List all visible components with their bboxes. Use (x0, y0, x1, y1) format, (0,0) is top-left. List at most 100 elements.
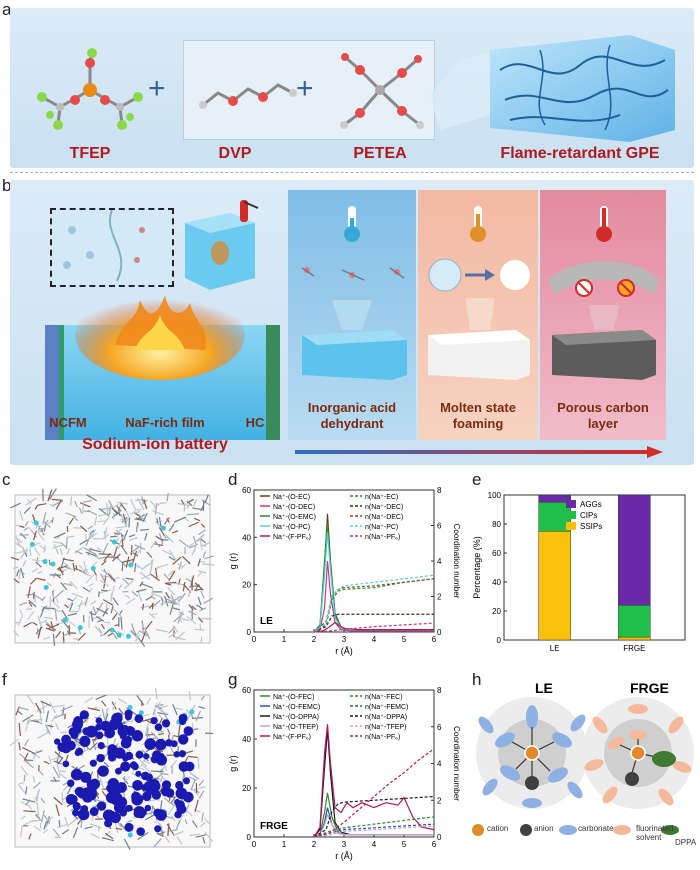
md-bond (47, 724, 54, 728)
md-bond (193, 543, 197, 553)
md-bond (10, 556, 20, 561)
md-bond (100, 623, 105, 630)
polymer-bead (68, 794, 78, 805)
md-bond (62, 632, 70, 637)
md-bond (103, 568, 108, 575)
md-bond (20, 801, 31, 807)
md-bond (177, 563, 183, 568)
tfep-label: TFEP (69, 145, 111, 162)
md-bond (53, 543, 60, 555)
series-line (313, 792, 434, 838)
polymer-bead (132, 779, 143, 791)
md-bond (159, 601, 169, 605)
md-bond (186, 810, 193, 817)
polymer-bead (111, 723, 119, 731)
md-bond (119, 502, 127, 511)
md-bond (17, 615, 23, 626)
md-bond (194, 628, 205, 631)
y-tick-label: 40 (242, 735, 251, 744)
md-bond (33, 530, 37, 541)
polymer-bead (77, 788, 88, 799)
md-bond (97, 520, 106, 523)
md-bond (13, 566, 19, 570)
md-bond (71, 592, 84, 599)
mechanism-label-1: Inorganic acid dehydrant (307, 400, 397, 431)
md-bond (18, 781, 25, 785)
md-bond (79, 525, 88, 533)
md-bond (17, 710, 23, 716)
md-bond (159, 775, 164, 782)
md-bond (118, 707, 124, 715)
md-bond (68, 596, 78, 607)
md-bond (99, 777, 105, 788)
md-bond (135, 634, 141, 642)
tfep-molecule (37, 48, 143, 130)
md-bond (33, 825, 41, 832)
md-bond (19, 525, 25, 528)
md-bond (87, 707, 100, 712)
polymer-bead (140, 771, 150, 781)
bar-segment (618, 604, 651, 638)
md-bond (21, 546, 28, 555)
md-bond (28, 526, 34, 533)
md-bond (154, 540, 161, 548)
polymer-bead (96, 754, 105, 763)
md-bond (92, 615, 101, 620)
md-bond (172, 556, 182, 566)
md-bond (59, 547, 64, 556)
md-bond (131, 623, 135, 631)
polymer-bead (165, 739, 173, 747)
md-bond (144, 723, 149, 736)
panel-c-label: c (2, 470, 11, 489)
md-bond (23, 527, 29, 531)
md-bond (142, 718, 151, 722)
md-bond (168, 523, 175, 532)
md-bond (115, 529, 127, 538)
temperature-gradient-arrow (295, 446, 663, 458)
md-bond (125, 577, 134, 580)
md-bond (65, 512, 77, 518)
md-bond (87, 509, 98, 516)
md-bond (102, 515, 111, 525)
md-bond (51, 498, 63, 501)
md-bond (48, 755, 52, 764)
md-bond (195, 834, 206, 838)
md-bond (36, 802, 40, 816)
md-bond (33, 547, 41, 557)
fire-extinguisher-icon (185, 200, 259, 290)
md-bond (48, 517, 55, 524)
y-tick-label: 0 (247, 628, 252, 637)
md-bond (105, 707, 109, 715)
md-bond (157, 712, 169, 716)
md-bond (141, 627, 146, 634)
polymer-bead (107, 778, 120, 790)
thermometer-cool-icon (344, 206, 360, 242)
polymer-bead (144, 738, 157, 750)
polymer-bead (66, 779, 75, 787)
md-bond (84, 825, 93, 830)
md-bond (121, 563, 124, 572)
md-bond (47, 489, 53, 502)
x-tick-label: 2 (312, 635, 317, 644)
md-bond (24, 738, 30, 746)
md-bond (90, 600, 97, 605)
md-bond (142, 603, 145, 610)
md-bond (10, 502, 21, 509)
md-bond (146, 727, 149, 740)
md-bond (150, 573, 160, 582)
md-bond (116, 745, 123, 748)
md-bond (68, 602, 74, 612)
polymer-bead (124, 822, 134, 832)
md-bond (48, 623, 60, 630)
md-bond (43, 636, 51, 640)
md-bond (203, 597, 214, 604)
polymer-bead (157, 752, 165, 761)
md-bond (157, 831, 166, 836)
h-title-le: LE (535, 680, 553, 696)
md-bond (18, 723, 22, 737)
md-bond (60, 582, 68, 591)
md-bond (200, 590, 205, 599)
md-bond (188, 691, 192, 701)
md-bond (96, 770, 99, 779)
